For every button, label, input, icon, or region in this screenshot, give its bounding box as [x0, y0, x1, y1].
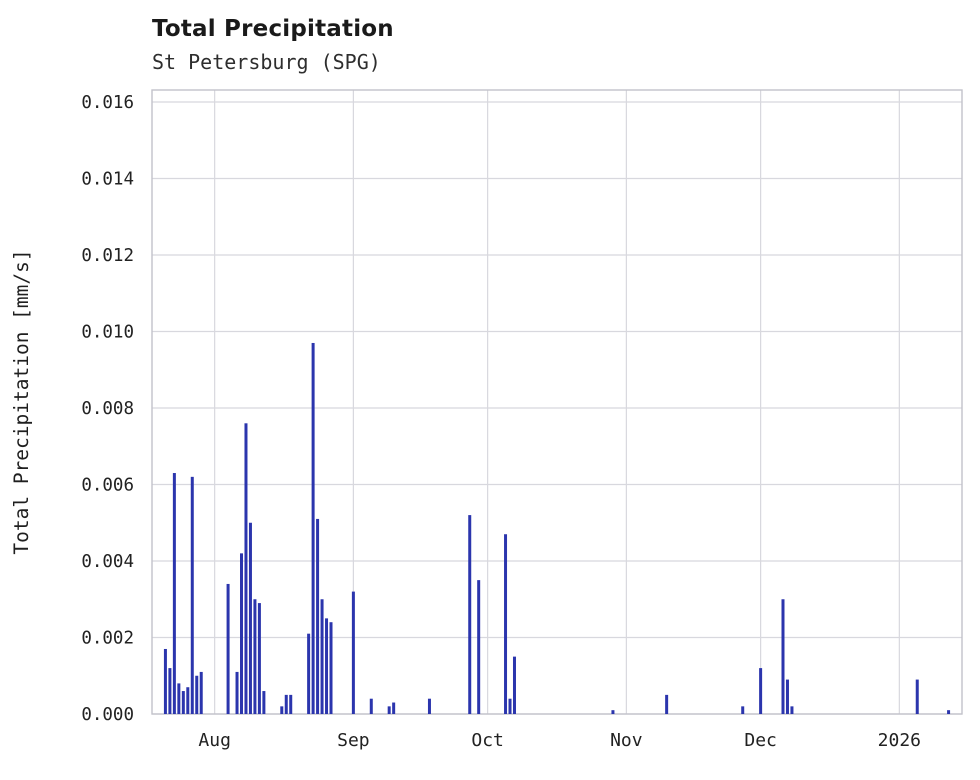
precip-bar [329, 622, 333, 714]
precip-bar [369, 698, 373, 714]
svg-text:0.016: 0.016 [81, 93, 134, 113]
svg-text:0.008: 0.008 [81, 399, 134, 419]
precip-bar [168, 668, 172, 714]
precip-bar [741, 706, 745, 714]
precip-bar [947, 710, 951, 714]
precip-bar [611, 710, 615, 714]
precip-bar [307, 633, 311, 714]
svg-text:0.010: 0.010 [81, 323, 134, 343]
precip-bar [508, 698, 512, 714]
x-gridlines [214, 90, 900, 714]
precip-bar [915, 679, 919, 714]
precip-bar [785, 679, 789, 714]
precip-bar [477, 580, 481, 714]
precip-bar [163, 648, 167, 714]
precip-bar [781, 599, 785, 714]
precip-bar [289, 694, 293, 714]
precip-bar [311, 342, 315, 714]
chart-title: Total Precipitation [152, 16, 394, 42]
y-axis-label: Total Precipitation [mm/s] [10, 249, 33, 554]
precip-bar [504, 534, 508, 714]
precip-bar [186, 687, 190, 714]
precip-bar [226, 583, 230, 714]
svg-text:0.014: 0.014 [81, 170, 134, 190]
precip-bar [195, 675, 199, 714]
x-tick-labels: Aug Sep Oct Nov Dec 2026 [198, 730, 921, 751]
precip-bar [316, 518, 320, 714]
precip-bar [177, 683, 181, 714]
precip-bar [320, 599, 324, 714]
y-tick-labels: 0.000 0.002 0.004 0.006 0.008 0.010 0.012 0.014… [81, 93, 134, 725]
svg-text:0.012: 0.012 [81, 246, 134, 266]
precip-bar [427, 698, 431, 714]
precip-bar [190, 476, 194, 714]
svg-text:Oct: Oct [471, 730, 504, 751]
precip-bar [240, 553, 244, 714]
precip-bar [387, 706, 391, 714]
svg-text:0.002: 0.002 [81, 629, 134, 649]
svg-text:0.000: 0.000 [81, 705, 134, 725]
svg-text:Sep: Sep [337, 730, 370, 751]
precip-bar [351, 591, 355, 714]
precip-bar [248, 522, 252, 714]
precip-bar [262, 691, 266, 714]
precip-bar [244, 423, 248, 714]
chart-subtitle: St Petersburg (SPG) [152, 50, 381, 74]
svg-text:Nov: Nov [610, 730, 643, 751]
precip-bar [181, 691, 185, 714]
svg-text:0.004: 0.004 [81, 552, 134, 572]
precipitation-bars [163, 342, 951, 714]
precip-bar [325, 618, 329, 714]
precip-bar [759, 668, 763, 714]
svg-text:0.006: 0.006 [81, 476, 134, 496]
precip-bar [257, 603, 261, 714]
precip-bar [512, 656, 516, 714]
precip-bar [199, 671, 203, 714]
precip-bar [468, 515, 472, 714]
precip-bar [284, 694, 288, 714]
svg-text:Aug: Aug [198, 730, 231, 751]
precip-bar [172, 473, 176, 714]
precip-bar [392, 702, 396, 714]
y-gridlines [152, 101, 962, 715]
precip-bar [253, 599, 257, 714]
precip-bar [235, 671, 239, 714]
plot-border [151, 89, 963, 715]
svg-text:2026: 2026 [878, 730, 921, 751]
precip-bar [280, 706, 284, 714]
precip-bar [665, 694, 669, 714]
precip-bar [790, 706, 794, 714]
svg-text:Dec: Dec [744, 730, 777, 751]
